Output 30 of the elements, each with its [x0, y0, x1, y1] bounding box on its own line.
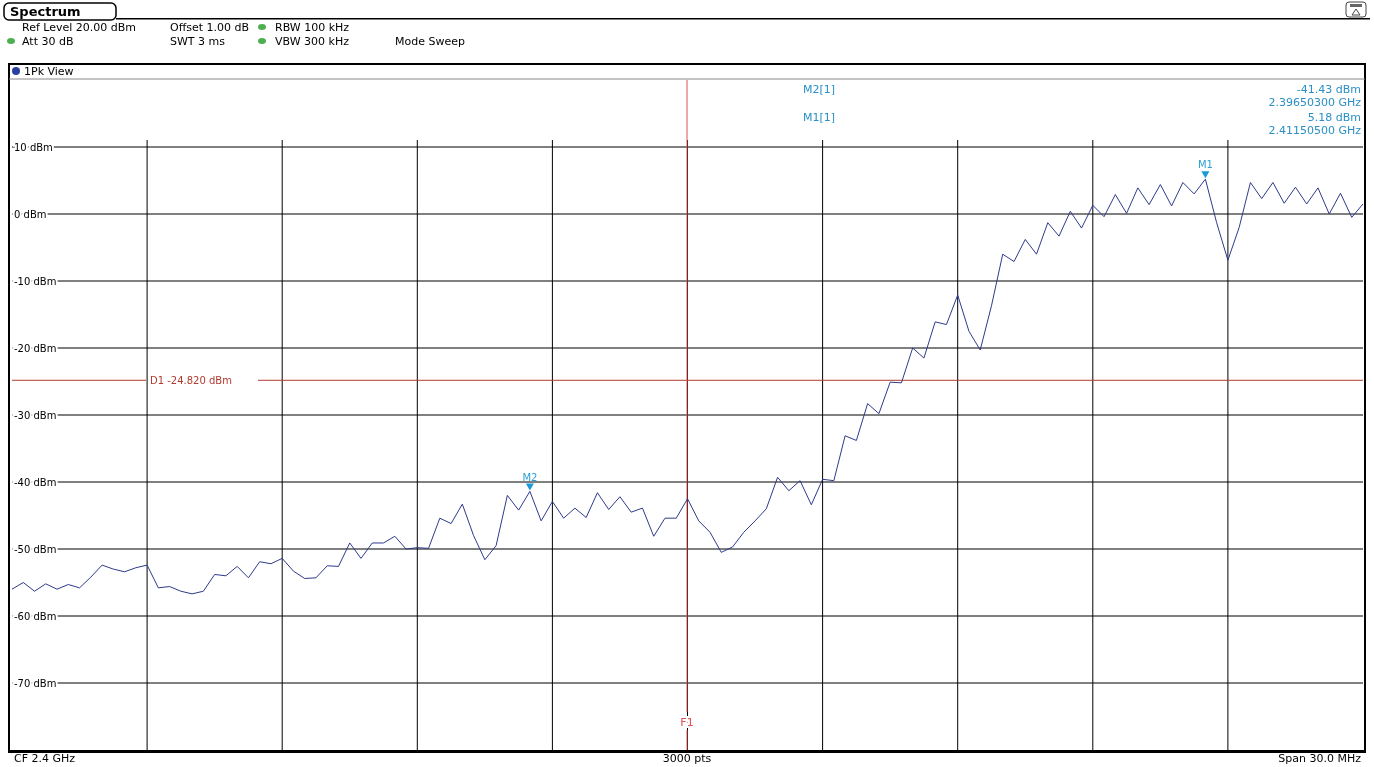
text: VBW 300 kHz: [275, 35, 350, 48]
y-tick-label: -60 dBm: [14, 611, 57, 622]
annotation: M2: [522, 471, 538, 483]
annotation: 2.41150500 GHz: [1268, 124, 1362, 137]
y-tick-label: -40 dBm: [14, 477, 57, 488]
annotation: 5.18 dBm: [1307, 111, 1361, 124]
text: Offset 1.00 dB: [170, 21, 250, 34]
annotation: 2.39650300 GHz: [1268, 96, 1362, 109]
y-tick-label: -70 dBm: [14, 678, 57, 689]
annotation: M1[1]: [802, 111, 835, 124]
text: CF 2.4 GHz: [14, 752, 76, 765]
y-tick-label: 10 dBm: [14, 142, 53, 153]
y-tick-label: -30 dBm: [14, 410, 57, 421]
y-tick-label: -10 dBm: [14, 276, 57, 287]
y-tick-label: -20 dBm: [14, 343, 57, 354]
annotation: M2[1]: [802, 83, 835, 96]
text: Att 30 dB: [22, 35, 74, 48]
y-tick-label: -50 dBm: [14, 544, 57, 555]
text: RBW 100 kHz: [275, 21, 350, 34]
text: Span 30.0 MHz: [1278, 752, 1362, 765]
annotation: -41.43 dBm: [1296, 83, 1361, 96]
annotation: M1: [1197, 159, 1213, 171]
text: SWT 3 ms: [170, 35, 226, 48]
text: Mode Sweep: [395, 35, 465, 48]
text: 1Pk View: [24, 65, 74, 78]
text: Ref Level 20.00 dBm: [22, 21, 137, 34]
y-tick-label: 0 dBm: [14, 209, 47, 220]
text: 3000 pts: [662, 752, 712, 765]
ref-line-label: D1 -24.820 dBm: [150, 375, 232, 387]
chart-title: Spectrum: [10, 4, 81, 19]
